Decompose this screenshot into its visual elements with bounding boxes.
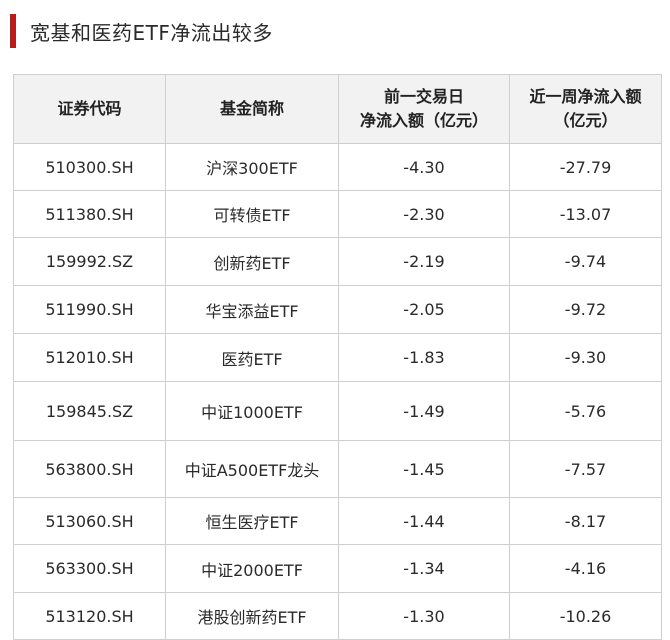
table-header-row: 证券代码 基金简称 前一交易日 净流入额（亿元） 近一周净流入额 （亿元） — [13, 74, 662, 144]
table-row: 513120.SH 港股创新药ETF -1.30 -10.26 — [13, 592, 662, 640]
cell-day: -1.34 — [338, 544, 510, 593]
cell-name: 沪深300ETF — [165, 143, 339, 191]
table-row: 159845.SZ 中证1000ETF -1.49 -5.76 — [13, 381, 662, 441]
cell-week: -4.16 — [509, 544, 662, 593]
etf-outflow-table: 证券代码 基金简称 前一交易日 净流入额（亿元） 近一周净流入额 （亿元） 51… — [13, 74, 662, 640]
cell-code: 563300.SH — [13, 544, 166, 593]
cell-day: -2.30 — [338, 190, 510, 238]
table-row: 513060.SH 恒生医疗ETF -1.44 -8.17 — [13, 497, 662, 545]
table-row: 511990.SH 华宝添益ETF -2.05 -9.72 — [13, 285, 662, 334]
cell-week: -13.07 — [509, 190, 662, 238]
title-bar: 宽基和医药ETF净流出较多 — [10, 14, 273, 48]
cell-code: 159845.SZ — [13, 381, 166, 441]
header-day-line1: 前一交易日 — [383, 87, 464, 106]
cell-day: -1.45 — [338, 440, 510, 498]
cell-day: -1.44 — [338, 497, 510, 545]
cell-name: 恒生医疗ETF — [165, 497, 339, 545]
cell-name: 中证1000ETF — [165, 381, 339, 441]
cell-day: -1.49 — [338, 381, 510, 441]
header-week-line2: （亿元） — [553, 111, 618, 130]
cell-week: -9.72 — [509, 285, 662, 334]
cell-day: -1.83 — [338, 333, 510, 382]
cell-name: 华宝添益ETF — [165, 285, 339, 334]
cell-name: 创新药ETF — [165, 237, 339, 286]
header-day-inflow: 前一交易日 净流入额（亿元） — [338, 74, 510, 144]
page-title: 宽基和医药ETF净流出较多 — [30, 20, 273, 45]
cell-week: -9.30 — [509, 333, 662, 382]
cell-week: -9.74 — [509, 237, 662, 286]
cell-day: -4.30 — [338, 143, 510, 191]
header-name: 基金简称 — [165, 74, 339, 144]
header-week-line1: 近一周净流入额 — [529, 87, 642, 106]
cell-week: -10.26 — [509, 592, 662, 640]
cell-day: -2.19 — [338, 237, 510, 286]
cell-code: 513120.SH — [13, 592, 166, 640]
cell-code: 159992.SZ — [13, 237, 166, 286]
header-week-inflow: 近一周净流入额 （亿元） — [509, 74, 662, 144]
cell-name: 中证A500ETF龙头 — [165, 440, 339, 498]
cell-day: -2.05 — [338, 285, 510, 334]
cell-code: 511990.SH — [13, 285, 166, 334]
cell-code: 511380.SH — [13, 190, 166, 238]
cell-day: -1.30 — [338, 592, 510, 640]
cell-name: 医药ETF — [165, 333, 339, 382]
cell-week: -7.57 — [509, 440, 662, 498]
cell-name: 中证2000ETF — [165, 544, 339, 593]
cell-name: 可转债ETF — [165, 190, 339, 238]
table-row: 159992.SZ 创新药ETF -2.19 -9.74 — [13, 237, 662, 286]
header-name-line1: 基金简称 — [219, 99, 284, 118]
table-row: 563300.SH 中证2000ETF -1.34 -4.16 — [13, 544, 662, 593]
table-row: 510300.SH 沪深300ETF -4.30 -27.79 — [13, 143, 662, 191]
header-code: 证券代码 — [13, 74, 166, 144]
table-row: 563800.SH 中证A500ETF龙头 -1.45 -7.57 — [13, 440, 662, 498]
cell-code: 563800.SH — [13, 440, 166, 498]
table-row: 512010.SH 医药ETF -1.83 -9.30 — [13, 333, 662, 382]
header-code-line1: 证券代码 — [57, 99, 122, 118]
cell-code: 512010.SH — [13, 333, 166, 382]
cell-week: -27.79 — [509, 143, 662, 191]
cell-week: -8.17 — [509, 497, 662, 545]
table-row: 511380.SH 可转债ETF -2.30 -13.07 — [13, 190, 662, 238]
cell-code: 513060.SH — [13, 497, 166, 545]
cell-week: -5.76 — [509, 381, 662, 441]
cell-name: 港股创新药ETF — [165, 592, 339, 640]
header-day-line2: 净流入额（亿元） — [359, 111, 488, 130]
cell-code: 510300.SH — [13, 143, 166, 191]
title-accent-bar — [10, 14, 16, 48]
